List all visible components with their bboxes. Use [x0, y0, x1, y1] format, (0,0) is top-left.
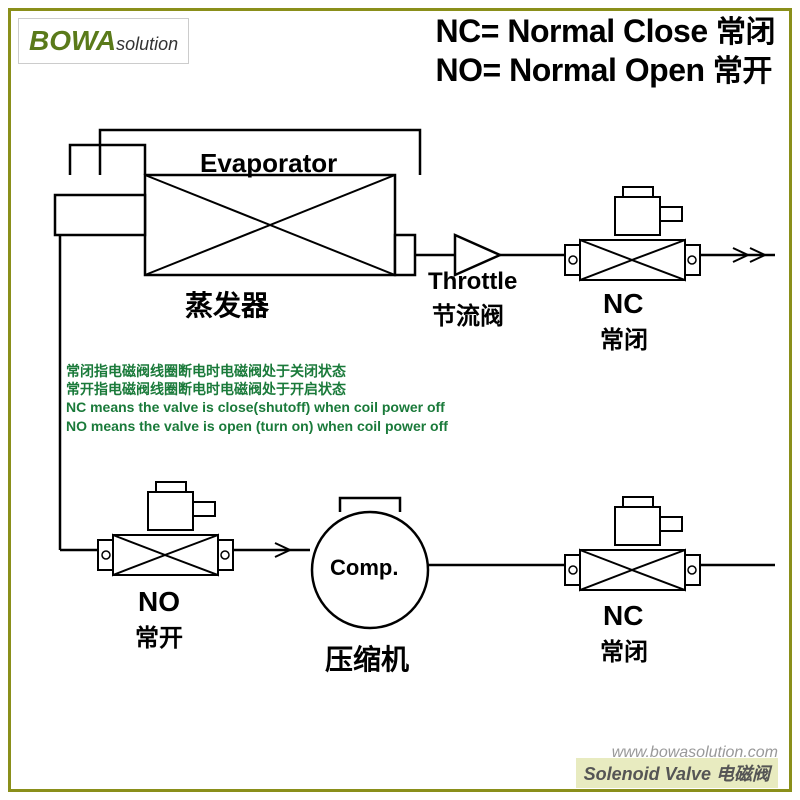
footer-title-zh: 电磁阀	[716, 764, 770, 784]
header-definitions: NC= Normal Close 常闭 NO= Normal Open 常开	[436, 12, 775, 90]
nc1-code: NC	[603, 288, 643, 320]
no-def-zh: 常开	[713, 55, 772, 88]
note-zh2: 常开指电磁阀线圈断电时电磁阀处于开启状态	[66, 380, 448, 398]
brand-logo: BOWAsolution	[18, 18, 189, 64]
logo-suffix: solution	[116, 34, 178, 54]
note-zh1: 常闭指电磁阀线圈断电时电磁阀处于关闭状态	[66, 362, 448, 380]
compressor-label-en: Comp.	[330, 555, 398, 581]
footer-title: Solenoid Valve 电磁阀	[576, 758, 778, 788]
no1-zh: 常开	[135, 618, 183, 653]
note-block: 常闭指电磁阀线圈断电时电磁阀处于关闭状态 常开指电磁阀线圈断电时电磁阀处于开启状…	[66, 362, 448, 435]
note-en1: NC means the valve is close(shutoff) whe…	[66, 398, 448, 416]
nc2-zh: 常闭	[600, 632, 648, 667]
nc-def-en: NC= Normal Close	[436, 13, 708, 49]
footer-title-en: Solenoid Valve	[584, 764, 711, 784]
compressor-label-zh: 压缩机	[325, 638, 409, 678]
nc2-code: NC	[603, 600, 643, 632]
nc1-zh: 常闭	[600, 320, 648, 355]
throttle-label-en: Throttle	[428, 268, 517, 296]
no1-code: NO	[138, 586, 180, 618]
nc-def-zh: 常闭	[716, 16, 775, 49]
throttle-label-zh: 节流阀	[432, 296, 504, 331]
evaporator-label-en: Evaporator	[200, 148, 337, 179]
note-en2: NO means the valve is open (turn on) whe…	[66, 417, 448, 435]
no-def-en: NO= Normal Open	[436, 52, 705, 88]
evaporator-label-zh: 蒸发器	[185, 284, 269, 324]
logo-brand: BOWA	[29, 25, 116, 56]
